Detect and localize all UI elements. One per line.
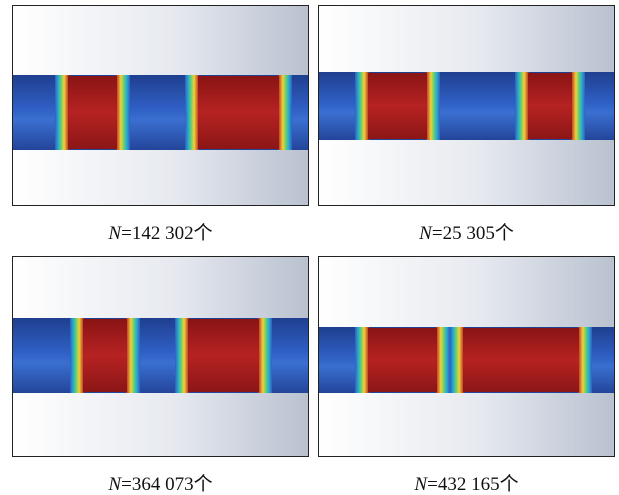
rod-edge-right [258,318,272,393]
caption: N=364 073个 [107,473,212,495]
panel-border [318,256,615,457]
red-band [368,73,427,139]
rod-edge-left [55,75,69,150]
rod-edge-right [278,75,292,150]
panel-border [12,256,309,457]
caption: N=25 305个 [418,222,514,244]
rod-edge-right [126,318,140,393]
red-band [198,76,279,149]
caption-text: =364 073个 [121,473,212,495]
red-band [528,73,572,139]
rod-edge-left [185,75,199,150]
caption-text: =25 305个 [432,222,514,244]
panel [12,5,309,206]
caption-text: =142 302个 [121,222,212,244]
red-band [368,328,437,392]
rod-edge-right [578,327,592,393]
rod-edge-left [355,327,369,393]
caption-text: =432 165个 [427,473,518,495]
caption: N=142 302个 [107,222,212,244]
rod-edge-left [355,72,369,140]
rod-edge-left [175,318,189,393]
rod-edge-right [426,72,440,140]
caption-variable: N [418,223,433,244]
panel [318,256,615,457]
panel-border [12,5,309,206]
rod-edge-left [450,327,464,393]
red-band [68,76,117,149]
red-band [463,328,579,392]
caption-variable: N [413,474,428,495]
caption-variable: N [107,474,122,495]
panel [318,5,615,206]
red-band [188,319,259,392]
caption: N=432 165个 [413,473,518,495]
red-band [83,319,127,392]
caption-variable: N [107,223,122,244]
rod-edge-right [116,75,130,150]
rod-edge-right [436,327,450,393]
rod-edge-right [571,72,585,140]
rod-edge-left [70,318,84,393]
panel-border [318,5,615,206]
rod-edge-left [515,72,529,140]
panel [12,256,309,457]
